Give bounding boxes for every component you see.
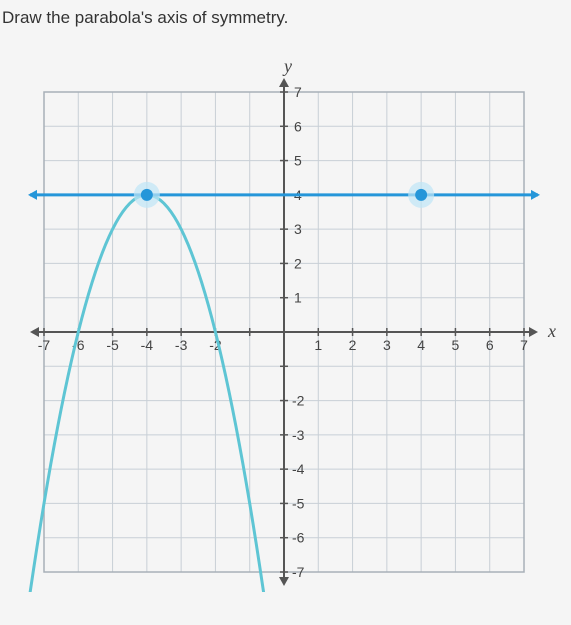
graph-svg[interactable]: -7-6-5-4-3-212345671234567-2-3-4-5-6-7yx <box>4 32 564 592</box>
x-tick-label: 3 <box>383 337 391 353</box>
x-axis-label: x <box>547 321 556 341</box>
x-tick-label: -3 <box>175 337 188 353</box>
x-tick-label: 5 <box>452 337 460 353</box>
user-line-arrow <box>531 190 540 200</box>
axis-arrow <box>279 78 289 87</box>
y-tick-label: -2 <box>292 393 305 409</box>
y-tick-label: -5 <box>292 495 305 511</box>
axis-arrow <box>529 327 538 337</box>
y-tick-label: 5 <box>294 153 302 169</box>
user-line-arrow <box>28 190 37 200</box>
y-tick-label: -3 <box>292 427 305 443</box>
y-tick-label: 7 <box>294 84 302 100</box>
x-tick-label: -7 <box>38 337 51 353</box>
y-tick-label: -7 <box>292 564 305 580</box>
x-tick-label: 1 <box>314 337 322 353</box>
instruction-text: Draw the parabola's axis of symmetry. <box>0 0 571 32</box>
x-tick-label: 2 <box>349 337 357 353</box>
y-tick-label: -4 <box>292 461 305 477</box>
y-tick-label: 2 <box>294 255 302 271</box>
draggable-point-2[interactable] <box>415 189 427 201</box>
x-tick-label: 6 <box>486 337 494 353</box>
y-axis-label: y <box>282 56 292 76</box>
draggable-point-1[interactable] <box>141 189 153 201</box>
graph-container[interactable]: -7-6-5-4-3-212345671234567-2-3-4-5-6-7yx <box>4 32 564 592</box>
y-tick-label: 3 <box>294 221 302 237</box>
x-tick-label: 4 <box>417 337 425 353</box>
axis-arrow <box>279 577 289 586</box>
axis-arrow <box>30 327 39 337</box>
y-tick-label: -6 <box>292 530 305 546</box>
y-tick-label: 1 <box>294 290 302 306</box>
y-tick-label: 6 <box>294 118 302 134</box>
x-tick-label: -5 <box>106 337 119 353</box>
x-tick-label: -4 <box>141 337 154 353</box>
x-tick-label: 7 <box>520 337 528 353</box>
